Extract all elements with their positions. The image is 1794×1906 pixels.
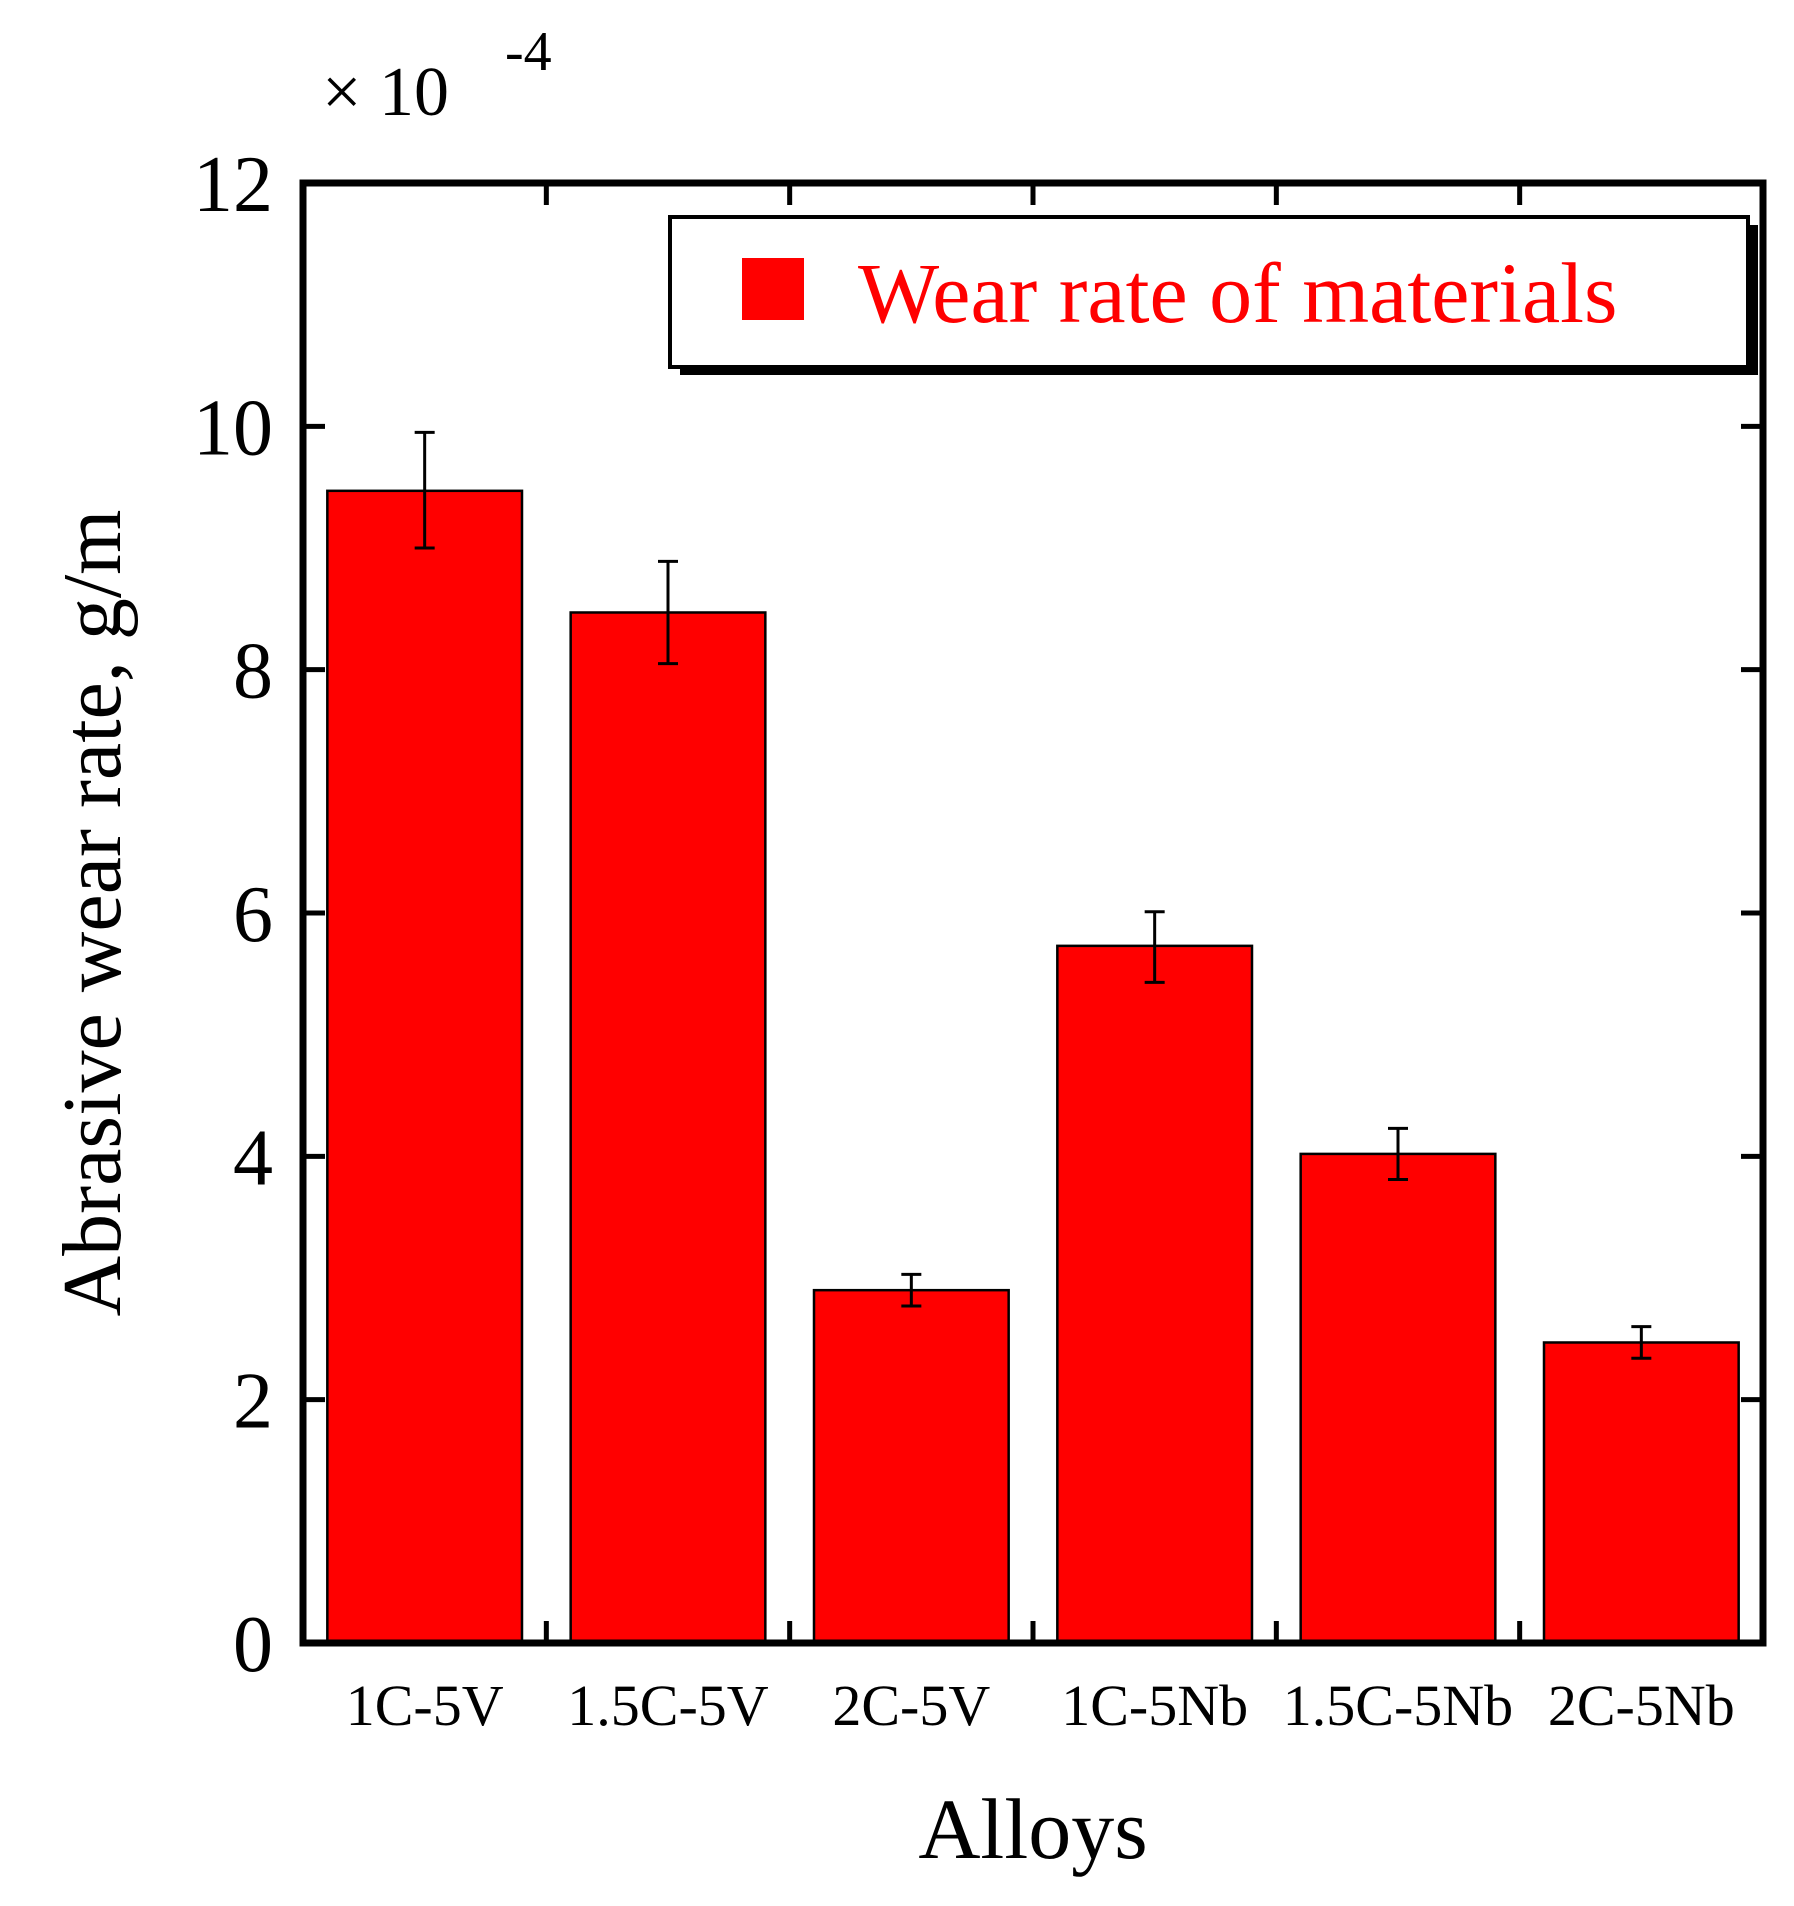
error-bar [1144,910,1165,984]
error-bar [1388,1126,1408,1181]
legend: Wear rate of materials [668,215,1758,375]
legend-swatch [742,258,804,320]
error-bar [414,430,435,550]
bar-1-5c-5nb [1299,1152,1497,1645]
error-bar [658,559,678,666]
error-bars-layer [414,430,1652,1360]
bars-layer [326,489,1740,1645]
bar-2c-5nb [1542,1341,1740,1645]
y-tick-label: 6 [233,871,273,959]
bar-1c-5nb [1056,944,1254,1645]
error-bar [901,1272,922,1308]
scale-factor: × 10 -4 [322,21,552,131]
y-tick-labels: 0 2 4 6 8 10 12 [193,141,273,1689]
bar-1-5c-5v [569,611,767,1645]
scale-exponent: -4 [505,21,552,83]
plot-frame [299,179,1767,1647]
y-tick-label: 12 [193,141,273,229]
x-tick-label: 2C-5Nb [1548,1673,1735,1738]
bar-1c-5v [326,489,524,1645]
y-tick-label: 0 [233,1601,273,1689]
legend-box [668,215,1750,369]
error-bar [1631,1325,1652,1360]
x-tick-label: 1.5C-5V [567,1673,769,1738]
y-tick-label: 2 [233,1358,273,1446]
y-tick-label: 4 [233,1114,273,1202]
x-tick-labels: 1C-5V 1.5C-5V 2C-5V 1C-5Nb 1.5C-5Nb 2C-5Nb [346,1673,1735,1738]
y-tick-label: 10 [193,384,273,472]
y-axis-label: Abrasive wear rate, g/m [46,510,139,1317]
x-axis-label: Alloys [918,1781,1147,1877]
legend-label: Wear rate of materials [858,245,1617,341]
scale-multiplier: × 10 [322,54,449,131]
bar-2c-5v [812,1288,1010,1645]
x-tick-label: 2C-5V [832,1673,990,1738]
x-tick-label: 1.5C-5Nb [1283,1673,1513,1738]
x-tick-label: 1C-5V [346,1673,504,1738]
y-tick-label: 8 [233,628,273,716]
x-tick-label: 1C-5Nb [1061,1673,1248,1738]
